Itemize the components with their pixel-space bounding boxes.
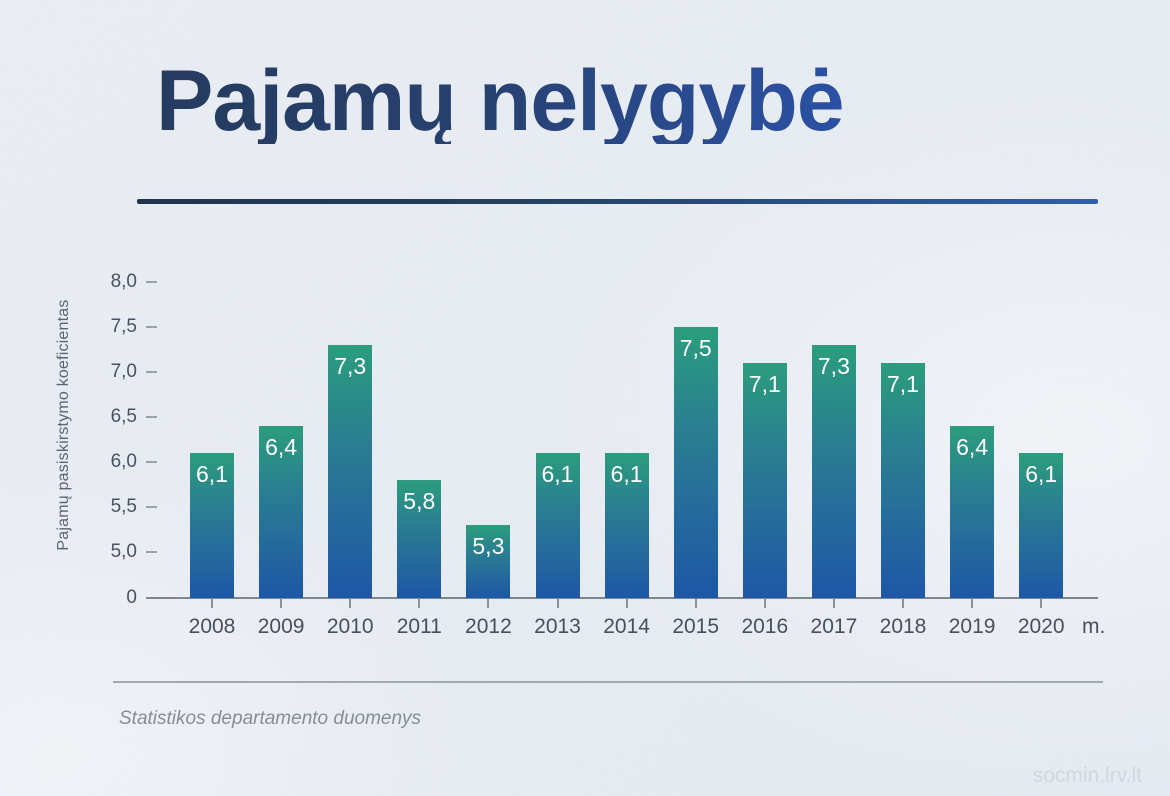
bar: 7,1 [742,363,787,598]
bar: 7,3 [328,345,373,598]
bar-value-label: 6,1 [541,461,574,487]
y-tick-dash [146,371,157,373]
x-axis-year-label: 2009 [257,615,305,638]
x-axis-year-label: 2015 [672,615,720,638]
bar-value-label: 5,3 [472,533,505,559]
x-axis-year-label: 2010 [326,615,374,638]
bar-value-label: 6,4 [956,434,989,460]
bar: 6,4 [950,426,995,598]
y-tick-dash [146,506,157,508]
bar: 6,1 [535,453,580,598]
y-tick-label: 5,5 [110,496,137,517]
y-tick-dash [146,281,157,283]
x-axis-year-label: 2017 [810,615,858,638]
bar: 7,5 [673,327,718,598]
bar-value-label: 7,1 [887,371,919,397]
source-text: Statistikos departamento duomenys [119,708,422,729]
bar: 6,1 [190,453,234,598]
x-axis-tick [280,599,283,608]
y-tick-label: 6,0 [110,451,137,472]
bar: 7,1 [881,363,925,598]
x-axis-tick [625,599,628,608]
y-tick-label: 5,0 [110,541,137,562]
bar: 7,3 [811,345,856,598]
x-axis-tick [1040,599,1043,608]
y-tick-dash [146,461,157,463]
bar-value-label: 6,1 [610,461,643,487]
bar: 5,3 [466,525,511,598]
x-axis-tick [902,599,904,608]
bar-value-label: 7,3 [817,353,850,379]
x-axis-tick [832,599,835,608]
bar: 6,4 [259,426,304,598]
y-tick-dash [146,326,157,328]
y-tick-dash [146,416,157,418]
x-axis-year-label: 2011 [396,615,442,638]
x-axis-year-label: 2016 [741,615,789,638]
x-axis-year-label: 2013 [534,615,581,638]
y-tick-label: 0 [126,587,137,608]
bar-value-label: 5,8 [403,488,436,514]
source-divider [113,681,1103,683]
x-axis-unit-label: m. [1082,615,1106,638]
bar-value-label: 7,1 [748,371,781,397]
y-tick-dash [146,551,157,553]
bar-value-label: 6,1 [1025,461,1058,487]
y-tick-label: 7,0 [110,361,137,382]
watermark-text: socmin.lrv.lt [1032,764,1142,787]
x-axis-year-label: 2014 [603,615,650,638]
x-axis-tick [418,599,421,608]
bar-value-label: 6,4 [265,434,298,460]
y-tick-label: 8,0 [110,271,137,292]
bar: 6,1 [1019,453,1064,598]
x-axis-year-label: 2018 [879,615,927,638]
bar-value-label: 7,5 [679,335,712,361]
bar: 6,1 [604,453,649,598]
y-tick-label: 6,5 [110,406,137,427]
x-axis-tick [349,599,352,608]
x-axis-line [146,597,1098,599]
x-axis-tick [556,599,559,608]
title-underline [137,199,1098,204]
x-axis-tick [487,599,490,608]
x-axis-year-label: 2012 [465,615,512,638]
x-axis-year-label: 2019 [948,615,996,638]
x-axis-tick [694,599,697,608]
x-axis-tick [971,599,974,608]
x-axis-tick [763,599,766,608]
x-axis-year-label: 2008 [188,615,236,638]
bar-value-label: 6,1 [196,461,228,487]
bar: 5,8 [397,480,442,598]
x-axis-tick [211,599,213,608]
x-axis-year-label: 2020 [1017,615,1065,638]
y-tick-label: 7,5 [110,316,137,337]
page-title: Pajamų nelygybė [156,53,845,149]
bar-value-label: 7,3 [334,353,367,379]
